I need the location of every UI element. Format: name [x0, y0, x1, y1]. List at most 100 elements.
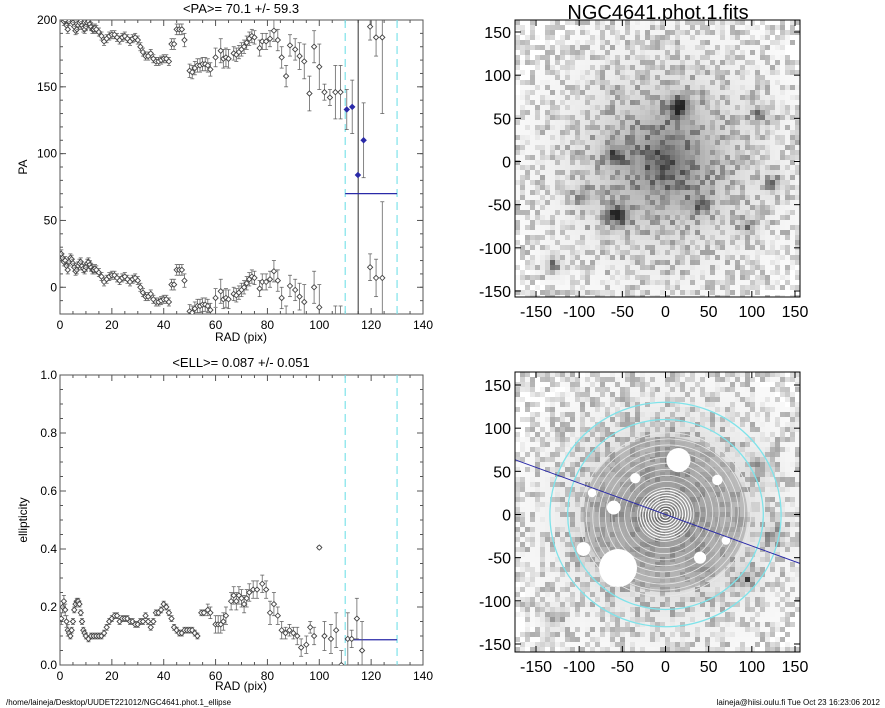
pixel — [535, 255, 540, 260]
pixel — [570, 180, 575, 185]
pixel — [690, 90, 695, 95]
pixel — [690, 120, 695, 125]
pixel — [645, 130, 650, 135]
pixel — [600, 210, 605, 215]
pixel — [730, 25, 735, 30]
pixel — [700, 130, 705, 135]
pixel — [655, 377, 660, 382]
pixel — [725, 75, 730, 80]
data-point — [266, 276, 274, 283]
pixel — [685, 75, 690, 80]
pixel — [600, 145, 605, 150]
pixel — [680, 275, 685, 280]
pixel — [695, 130, 700, 135]
pixel — [565, 205, 570, 210]
pixel — [740, 190, 745, 195]
pixel — [520, 387, 525, 392]
pixel — [650, 205, 655, 210]
pixel — [725, 55, 730, 60]
pixel — [705, 135, 710, 140]
pixel — [690, 105, 695, 110]
pixel — [675, 160, 680, 165]
pixel — [530, 205, 535, 210]
pixel — [625, 120, 630, 125]
pixel — [585, 195, 590, 200]
pixel — [585, 25, 590, 30]
pixel — [610, 210, 615, 215]
pixel — [575, 30, 580, 35]
y-tick-label: 50 — [44, 213, 58, 227]
pixel — [565, 35, 570, 40]
pixel — [680, 115, 685, 120]
data-point — [301, 298, 308, 306]
pixel — [755, 250, 760, 255]
pixel — [630, 185, 635, 190]
pixel — [720, 165, 725, 170]
pixel — [705, 230, 710, 235]
data-point — [296, 293, 303, 300]
pixel — [770, 90, 775, 95]
data-point — [360, 137, 367, 144]
pixel — [565, 100, 570, 105]
pixel — [685, 180, 690, 185]
pixel — [695, 190, 700, 195]
pixel — [580, 95, 585, 100]
pixel — [650, 255, 655, 260]
pixel — [640, 205, 645, 210]
pixel — [580, 280, 585, 285]
pixel — [675, 55, 680, 60]
pixel — [745, 195, 750, 200]
pixel — [795, 205, 800, 210]
pixel — [515, 210, 520, 215]
data-point — [165, 58, 173, 65]
pixel — [730, 125, 735, 130]
pixel — [570, 185, 575, 190]
pixel — [765, 125, 770, 130]
pixel — [605, 80, 610, 85]
pixel — [580, 245, 585, 250]
pixel — [610, 80, 615, 85]
pixel — [730, 235, 735, 240]
pixel — [540, 85, 545, 90]
pixel — [520, 120, 525, 125]
pixel — [565, 165, 570, 170]
pixel — [660, 105, 665, 110]
pixel — [750, 230, 755, 235]
pixel — [605, 200, 610, 205]
pixel — [555, 260, 560, 265]
pixel — [665, 170, 670, 175]
pixel — [740, 382, 745, 387]
pixel — [740, 65, 745, 70]
pixel — [520, 115, 525, 120]
pixel — [585, 200, 590, 205]
pixel — [735, 255, 740, 260]
pixel — [680, 210, 685, 215]
pixel — [755, 45, 760, 50]
x-tick-label: 80 — [261, 318, 275, 332]
pixel — [705, 120, 710, 125]
pixel — [550, 105, 555, 110]
pixel — [615, 295, 620, 297]
pixel — [740, 280, 745, 285]
pixel — [590, 135, 595, 140]
pixel — [575, 55, 580, 60]
pixel — [575, 40, 580, 45]
pixel — [655, 25, 660, 30]
pixel — [650, 85, 655, 90]
pixel — [525, 255, 530, 260]
pixel — [750, 285, 755, 290]
pixel — [525, 120, 530, 125]
pixel — [605, 130, 610, 135]
pixel — [665, 220, 670, 225]
pixel — [620, 130, 625, 135]
pixel — [625, 130, 630, 135]
pixel — [730, 55, 735, 60]
pixel — [635, 275, 640, 280]
pixel — [685, 245, 690, 250]
pixel — [625, 80, 630, 85]
pixel — [755, 290, 760, 295]
pixel — [715, 290, 720, 295]
data-point — [282, 629, 289, 637]
pixel — [740, 20, 745, 25]
pixel — [680, 220, 685, 225]
